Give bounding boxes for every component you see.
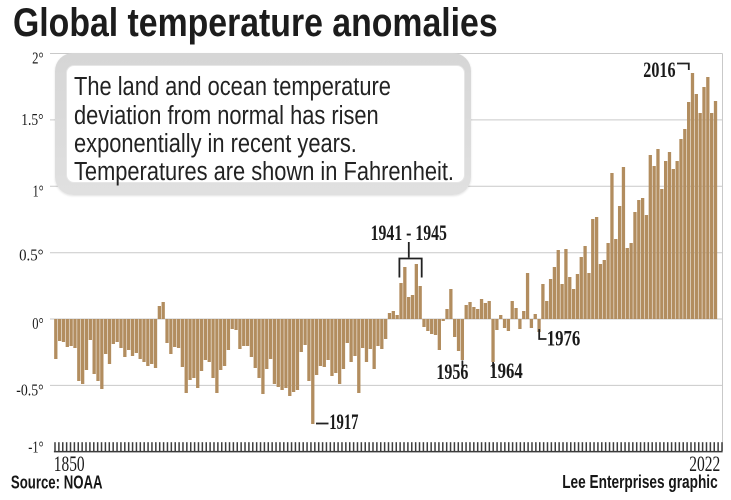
svg-text:-1°: -1° [28, 438, 43, 457]
svg-text:0°: 0° [32, 314, 43, 333]
svg-text:1°: 1° [33, 182, 44, 201]
svg-text:1850: 1850 [54, 451, 85, 476]
svg-text:1.5°: 1.5° [21, 110, 43, 129]
svg-text:Source: NOAA: Source: NOAA [11, 473, 103, 493]
svg-text:-0.5°: -0.5° [16, 380, 43, 399]
svg-text:1976: 1976 [547, 326, 581, 351]
svg-text:0.5°: 0.5° [19, 245, 44, 264]
svg-text:1964: 1964 [489, 358, 523, 383]
svg-text:1956: 1956 [436, 359, 468, 384]
svg-text:Lee Enterprises graphic: Lee Enterprises graphic [562, 472, 718, 492]
svg-text:2016: 2016 [643, 57, 675, 82]
svg-text:1941 - 1945: 1941 - 1945 [371, 220, 447, 245]
svg-text:2°: 2° [32, 48, 44, 67]
svg-text:2022: 2022 [689, 451, 720, 476]
svg-text:1917: 1917 [329, 409, 358, 434]
